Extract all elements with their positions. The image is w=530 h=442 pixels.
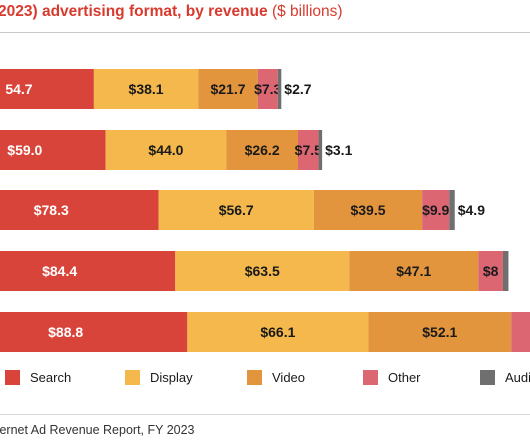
bar-video-row-1 — [198, 69, 258, 109]
legend-item-display: Display — [125, 370, 193, 385]
bar-label-display-row-5: $66.1 — [260, 324, 295, 340]
legend-label-video: Video — [272, 370, 306, 385]
legend-item-other: Other — [363, 370, 421, 385]
bar-label-audio-row-3: $4.9 — [458, 202, 485, 218]
source-divider — [0, 414, 530, 415]
legend-item-video: Video — [247, 370, 305, 385]
bar-display-row-5 — [187, 312, 369, 352]
bar-label-video-row-3: $39.5 — [350, 202, 385, 218]
legend-item-audio: Audi — [480, 370, 530, 385]
bar-label-video-row-1: $21.7 — [210, 81, 245, 97]
bar-label-search-row-2: $59.0 — [7, 142, 42, 158]
bar-display-row-4 — [175, 251, 350, 291]
bar-label-video-row-2: $26.2 — [245, 142, 280, 158]
bar-other-row-5 — [511, 312, 530, 352]
stacked-bar-chart: 54.7 $38.1 $21.7 $7.3 $2.7 $59.0 $44.0 $26.2 $7.… — [0, 69, 530, 352]
bar-audio-row-1 — [277, 69, 282, 109]
bar-label-video-row-5: $52.1 — [422, 324, 457, 340]
bar-label-display-row-4: $63.5 — [245, 263, 280, 279]
legend-swatch-display — [125, 370, 140, 385]
bar-label-display-row-3: $56.7 — [219, 202, 254, 218]
bar-other-row-1 — [257, 69, 278, 109]
bar-label-display-row-2: $44.0 — [148, 142, 183, 158]
legend-swatch-audio — [480, 370, 495, 385]
bar-label-video-row-4: $47.1 — [396, 263, 431, 279]
legend-item-search: Search — [5, 370, 71, 385]
bar-search-row-4 — [0, 251, 176, 291]
bar-label-display-row-1: $38.1 — [129, 81, 164, 97]
bar-display-row-1 — [93, 69, 199, 109]
bar-label-other-row-2: $7.5 — [295, 142, 322, 158]
bar-label-audio-row-1: $2.7 — [284, 81, 311, 97]
bar-label-search-row-3: $78.3 — [34, 202, 69, 218]
bar-label-other-row-1: $7.3 — [254, 81, 281, 97]
bar-other-row-2 — [298, 130, 319, 170]
bar-other-row-3 — [422, 190, 450, 230]
bar-video-row-4 — [349, 251, 479, 291]
legend-label-display: Display — [150, 370, 193, 385]
legend-label-audio: Audi — [505, 370, 530, 385]
legend-swatch-other — [363, 370, 378, 385]
source-note: ternet Ad Revenue Report, FY 2023 — [0, 423, 195, 437]
bar-audio-row-4 — [502, 251, 509, 291]
bar-label-other-row-4: $8 — [483, 263, 499, 279]
bar-search-row-2 — [0, 130, 106, 170]
bar-search-row-3 — [0, 190, 159, 230]
bar-search-row-5 — [0, 312, 188, 352]
legend-swatch-video — [247, 370, 262, 385]
bar-audio-row-3 — [449, 190, 455, 230]
bar-search-row-1 — [0, 69, 94, 109]
bar-label-audio-row-2: $3.1 — [325, 142, 352, 158]
bar-other-row-4 — [478, 251, 503, 291]
bar-video-row-3 — [313, 190, 423, 230]
legend-label-other: Other — [388, 370, 421, 385]
bar-audio-row-2 — [318, 130, 323, 170]
legend-label-search: Search — [30, 370, 72, 385]
chart-title-unit: ($ billions) — [271, 3, 343, 20]
bar-label-search-row-5: $88.8 — [48, 324, 83, 340]
bar-label-search-row-1: 54.7 — [5, 81, 32, 97]
bar-display-row-3 — [158, 190, 314, 230]
bar-display-row-2 — [105, 130, 227, 170]
title-divider — [0, 32, 530, 33]
chart-legend: Search Display Video Other Audi — [0, 370, 530, 392]
legend-swatch-search — [5, 370, 20, 385]
bar-video-row-5 — [368, 312, 512, 352]
bar-label-other-row-3: $9.9 — [422, 202, 449, 218]
bar-label-search-row-4: $84.4 — [42, 263, 77, 279]
chart-title: 2023) advertising format, by revenue ($ … — [0, 3, 343, 21]
bar-video-row-2 — [226, 130, 299, 170]
chart-title-text: 2023) advertising format, by revenue — [0, 3, 268, 20]
